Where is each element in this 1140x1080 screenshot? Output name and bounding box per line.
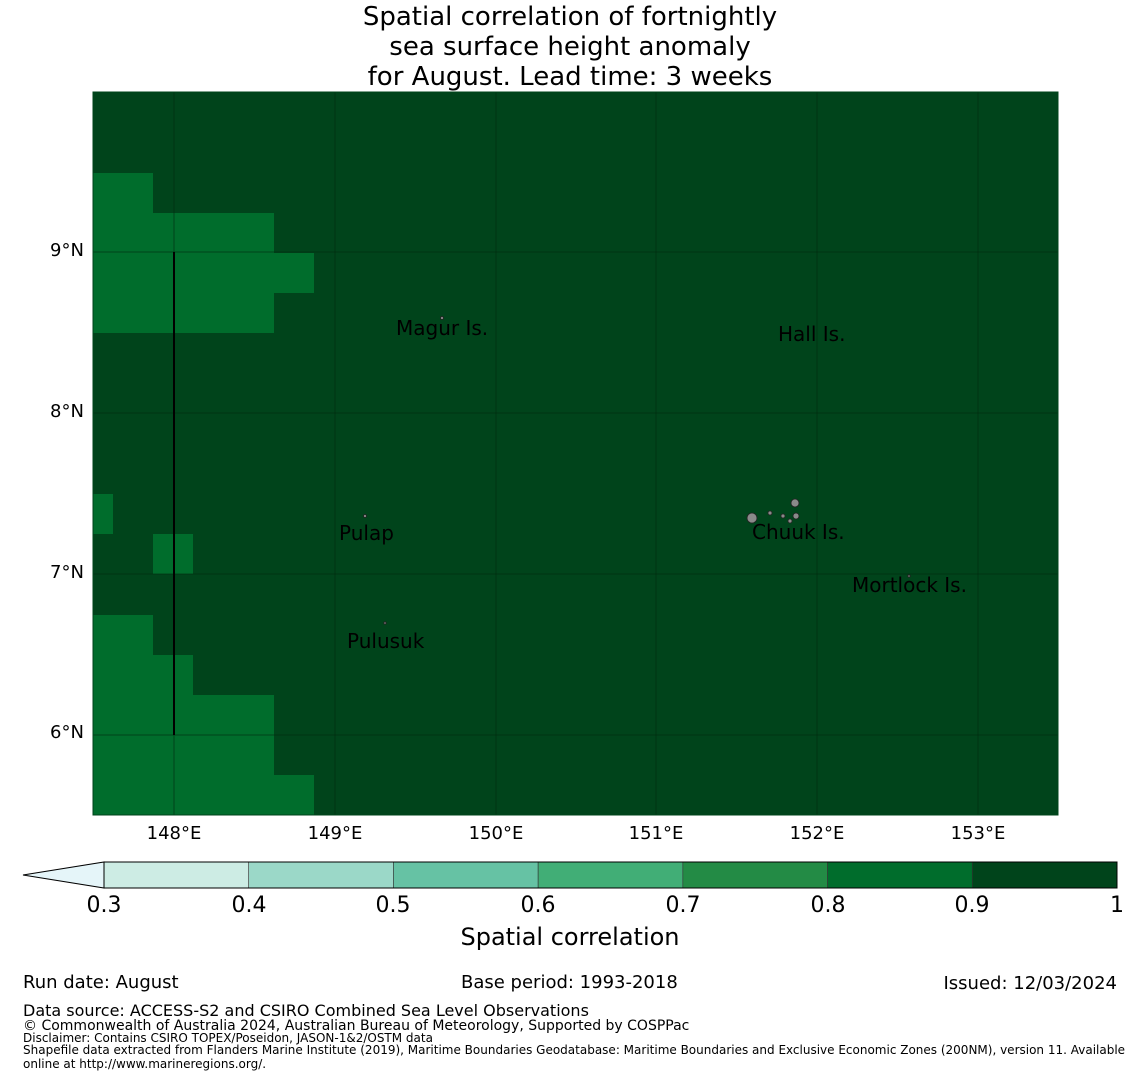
- colorbar-frame: [103, 861, 1118, 889]
- colorbar-segment-0: [103, 861, 250, 889]
- base-period: Base period: 1993-2018: [461, 972, 678, 993]
- lat-label-6n: 6°N: [50, 722, 84, 743]
- colorbar-tick-0-4: 0.4: [231, 893, 267, 918]
- colorbar-segment-2: [393, 861, 539, 889]
- colorbar-extend-arrow: [22, 861, 105, 889]
- lat-label-9n: 9°N: [50, 240, 84, 261]
- run-date: Run date: August: [23, 972, 179, 993]
- title-line-1: Spatial correlation of fortnightly: [362, 2, 778, 32]
- shapefile-credit-line-1: Shapefile data extracted from Flanders M…: [23, 1043, 1126, 1057]
- colorbar-tick-0-6: 0.6: [520, 893, 556, 918]
- correlation-cell-3: [93, 293, 274, 333]
- correlation-cell-4: [93, 494, 113, 534]
- colorbar-tick-0-9: 0.9: [954, 893, 990, 918]
- colorbar-segment-1: [248, 861, 394, 889]
- correlation-cell-9: [93, 735, 274, 775]
- place-label-magur: Magur Is.: [396, 316, 489, 340]
- lon-label-152e: 152°E: [789, 823, 845, 844]
- place-label-hall: Hall Is.: [778, 322, 846, 346]
- place-label-pulusuk: Pulusuk: [347, 629, 425, 653]
- correlation-cell-7: [93, 655, 193, 695]
- place-label-pulap: Pulap: [339, 521, 394, 545]
- lon-label-153e: 153°E: [950, 823, 1006, 844]
- island-shape-1: [767, 510, 773, 516]
- colorbar-tick-0-7: 0.7: [665, 893, 701, 918]
- correlation-cell-10: [93, 775, 314, 815]
- lon-label-150e: 150°E: [468, 823, 524, 844]
- colorbar-tick-0-3: 0.3: [86, 893, 122, 918]
- colorbar-segment-6: [971, 861, 1118, 889]
- island-shape-3: [792, 512, 800, 520]
- place-label-chuuk: Chuuk Is.: [752, 520, 845, 544]
- colorbar-tick-0-8: 0.8: [810, 893, 846, 918]
- place-label-mortlock: Mortlock Is.: [852, 573, 967, 597]
- correlation-cell-1: [93, 213, 274, 253]
- lon-label-148e: 148°E: [146, 823, 202, 844]
- lon-label-151e: 151°E: [628, 823, 684, 844]
- colorbar-tick-1: 1: [1110, 893, 1124, 918]
- island-shape-2: [780, 513, 786, 519]
- lat-label-8n: 8°N: [50, 401, 84, 422]
- title-line-2: sea surface height anomaly: [389, 32, 751, 62]
- title-line-3: for August. Lead time: 3 weeks: [367, 62, 773, 92]
- island-shape-4: [790, 498, 800, 508]
- island-shape-5: [787, 518, 793, 524]
- island-shape-9: [907, 574, 911, 578]
- colorbar-tick-0-5: 0.5: [375, 893, 411, 918]
- colorbar-label: Spatial correlation: [460, 923, 680, 951]
- island-shape-8: [383, 621, 387, 625]
- island-shape-7: [363, 514, 367, 518]
- colorbar-segment-4: [682, 861, 828, 889]
- map-gridlines: [93, 92, 1058, 815]
- issued-date: Issued: 12/03/2024: [943, 973, 1117, 994]
- map-frame: [92, 91, 1059, 816]
- map-background: [93, 92, 1058, 815]
- disclaimer: Disclaimer: Contains CSIRO TOPEX/Poseido…: [23, 1031, 433, 1045]
- island-shape-6: [440, 316, 444, 320]
- shapefile-credit-line-2: online at http://www.marineregions.org/.: [23, 1057, 267, 1071]
- correlation-cell-2: [93, 253, 314, 293]
- correlation-cell-8: [93, 695, 274, 735]
- island-shape-0: [746, 512, 758, 524]
- correlation-cell-6: [93, 615, 153, 655]
- correlation-cell-0: [93, 173, 153, 213]
- colorbar: [22, 861, 1118, 889]
- colorbar-segment-3: [537, 861, 684, 889]
- lon-label-149e: 149°E: [307, 823, 363, 844]
- correlation-cells: [93, 173, 314, 815]
- lat-label-7n: 7°N: [50, 562, 84, 583]
- island-shapes: [363, 316, 911, 625]
- colorbar-segment-5: [827, 861, 973, 889]
- map-title: Spatial correlation of fortnightly sea s…: [0, 2, 1140, 92]
- data-source: Data source: ACCESS-S2 and CSIRO Combine…: [23, 1001, 589, 1020]
- copyright: © Commonwealth of Australia 2024, Austra…: [23, 1018, 690, 1034]
